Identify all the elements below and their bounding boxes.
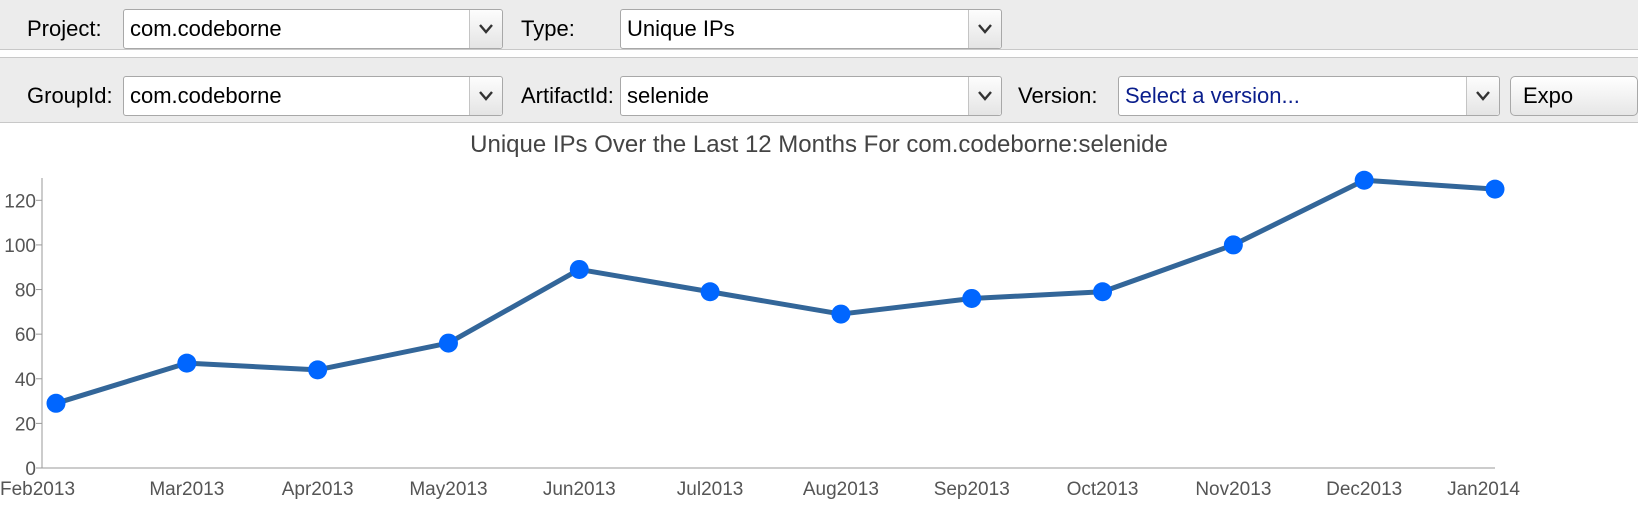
y-tick-label: 120 bbox=[4, 191, 36, 212]
x-tick-label: Dec2013 bbox=[1326, 479, 1402, 500]
data-point bbox=[308, 360, 328, 380]
y-tick-label: 40 bbox=[15, 370, 36, 391]
x-tick-label: May2013 bbox=[409, 479, 487, 500]
chevron-down-icon[interactable] bbox=[968, 77, 1001, 115]
x-tick-label: Aug2013 bbox=[803, 479, 879, 500]
y-tick-label: 100 bbox=[4, 236, 36, 257]
data-point bbox=[569, 259, 589, 279]
x-tick-label: Feb2013 bbox=[0, 479, 75, 500]
groupid-select-value: com.codeborne bbox=[130, 83, 282, 108]
project-select-value: com.codeborne bbox=[130, 16, 282, 41]
y-tick-label: 0 bbox=[25, 459, 36, 480]
y-tick-label: 80 bbox=[15, 281, 36, 302]
type-label: Type: bbox=[521, 16, 575, 41]
version-select[interactable]: Select a version... bbox=[1118, 76, 1500, 116]
data-point bbox=[962, 288, 982, 308]
chevron-down-icon[interactable] bbox=[469, 10, 502, 48]
chevron-down-icon[interactable] bbox=[968, 10, 1001, 48]
x-tick-label: Jun2013 bbox=[543, 479, 616, 500]
y-tick-label: 60 bbox=[15, 325, 36, 346]
line-chart: 0 20 40 60 80 100 120 Feb2013 Mar2013 Apr2013 May2… bbox=[0, 170, 1520, 500]
chart-panel bbox=[0, 124, 1638, 522]
project-select[interactable]: com.codeborne bbox=[123, 9, 503, 49]
x-tick-label: Nov2013 bbox=[1195, 479, 1271, 500]
x-tick-label: Apr2013 bbox=[282, 479, 354, 500]
chevron-down-icon[interactable] bbox=[1466, 77, 1499, 115]
version-label: Version: bbox=[1018, 83, 1098, 108]
artifactid-select[interactable]: selenide bbox=[620, 76, 1002, 116]
type-select[interactable]: Unique IPs bbox=[620, 9, 1002, 49]
toolbar-gap bbox=[0, 50, 1638, 57]
data-point bbox=[46, 393, 66, 413]
data-point bbox=[177, 353, 197, 373]
x-tick-label: Sep2013 bbox=[934, 479, 1010, 500]
data-point bbox=[1485, 179, 1505, 199]
x-tick-label: Jan2014 bbox=[1447, 479, 1520, 500]
toolbar-row-artifact: GroupId: com.codeborne ArtifactId: selen… bbox=[0, 57, 1638, 123]
version-select-placeholder: Select a version... bbox=[1125, 83, 1300, 108]
x-tick-label: Mar2013 bbox=[149, 479, 224, 500]
data-point bbox=[1223, 235, 1243, 255]
toolbar-row-project: Project: com.codeborne Type: Unique IPs bbox=[0, 0, 1638, 50]
x-tick-label: Oct2013 bbox=[1067, 479, 1139, 500]
type-select-value: Unique IPs bbox=[627, 16, 735, 41]
series-line bbox=[55, 177, 1496, 406]
artifactid-label: ArtifactId: bbox=[521, 83, 614, 108]
artifactid-select-value: selenide bbox=[627, 83, 709, 108]
data-point bbox=[831, 304, 851, 324]
groupid-select[interactable]: com.codeborne bbox=[123, 76, 503, 116]
data-point bbox=[438, 333, 458, 353]
data-point bbox=[1093, 282, 1113, 302]
y-tick-label: 20 bbox=[15, 414, 36, 435]
x-tick-label: Jul2013 bbox=[677, 479, 744, 500]
groupid-label: GroupId: bbox=[27, 83, 113, 108]
chevron-down-icon[interactable] bbox=[469, 77, 502, 115]
chart-title: Unique IPs Over the Last 12 Months For c… bbox=[470, 131, 1168, 158]
data-point bbox=[1354, 170, 1374, 190]
project-label: Project: bbox=[27, 16, 102, 41]
export-button[interactable]: Expo bbox=[1510, 76, 1638, 116]
data-point bbox=[700, 282, 720, 302]
